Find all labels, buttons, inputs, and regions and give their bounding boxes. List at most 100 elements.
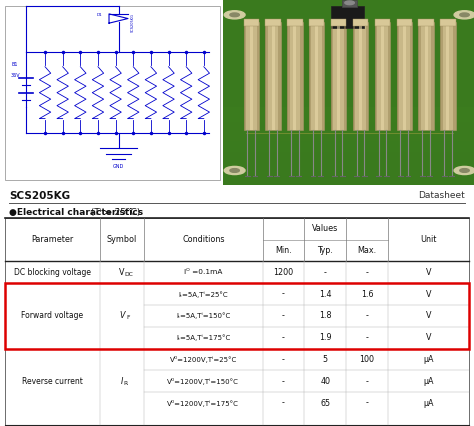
Circle shape [454,167,474,175]
Text: V: V [119,268,125,277]
Bar [381,22,384,130]
Bar [256,22,259,130]
Text: -: - [282,290,285,299]
Bar [353,18,368,26]
Bar [223,130,474,133]
Text: V: V [426,333,431,342]
Bar [425,22,428,130]
Text: SCS205KG: SCS205KG [131,13,135,32]
Bar [223,111,474,115]
Bar [223,122,474,126]
Bar [359,22,362,130]
Text: -: - [282,398,285,408]
Bar [223,133,474,137]
Text: -: - [365,268,368,277]
Bar [5,218,469,425]
Text: -: - [365,333,368,342]
Bar [331,22,333,130]
Circle shape [460,169,469,173]
Bar [331,6,364,28]
Bar [440,22,456,130]
Text: Values: Values [312,224,338,233]
Text: R: R [124,381,128,386]
Bar [431,22,434,130]
Text: Iₜ=5A,Tⁱ=150°C: Iₜ=5A,Tⁱ=150°C [176,312,230,320]
Bar [397,22,399,130]
Bar [265,18,281,26]
Bar [223,174,474,178]
Circle shape [454,11,474,19]
Bar [223,118,474,122]
Text: -: - [282,355,285,364]
Text: B1: B1 [12,62,18,67]
Text: Unit: Unit [420,235,437,244]
Bar [223,107,474,111]
Bar [331,22,346,130]
Bar [309,22,311,130]
Text: GND: GND [113,164,124,169]
Text: -: - [365,377,368,386]
Text: Conditions: Conditions [182,235,225,244]
Text: 40: 40 [320,377,330,386]
Bar [309,22,324,130]
Bar [440,18,456,26]
Bar [250,22,253,130]
Bar [223,159,474,163]
Text: Vᴼ=1200V,Tⁱ=175°C: Vᴼ=1200V,Tⁱ=175°C [167,400,239,406]
Circle shape [224,11,245,19]
Text: Min.: Min. [275,246,292,255]
Bar [397,22,412,130]
Bar [353,22,368,130]
Bar [223,141,474,144]
Text: 65: 65 [320,398,330,408]
Text: I: I [121,377,123,386]
Bar [375,18,390,26]
Bar [223,155,474,159]
Circle shape [460,13,469,17]
Bar [440,22,443,130]
Text: V: V [426,311,431,320]
Bar [223,167,474,170]
Bar [223,170,474,174]
Text: 36V: 36V [10,73,20,78]
Bar [244,22,259,130]
Circle shape [230,13,239,17]
Bar [265,22,281,130]
Bar [244,18,259,26]
Text: 100: 100 [360,355,374,364]
Bar [375,22,377,130]
Text: Datasheet: Datasheet [418,191,465,200]
Text: V: V [119,311,125,320]
Text: -: - [282,377,285,386]
Text: -: - [282,311,285,320]
Bar [342,0,357,7]
Bar [419,18,434,26]
Text: -: - [282,333,285,342]
Bar [447,22,449,130]
Bar [375,22,390,130]
Circle shape [224,167,245,175]
Text: 5: 5 [323,355,328,364]
Bar [287,18,302,26]
Text: Iₜ=5A,Tⁱ=25°C: Iₜ=5A,Tⁱ=25°C [179,291,228,298]
Bar [403,22,406,130]
Bar [410,22,412,130]
Bar [244,22,246,130]
Bar [287,22,290,130]
Bar [366,22,368,130]
Bar [293,22,296,130]
Bar [265,22,268,130]
Text: ●Electrical characteristics: ●Electrical characteristics [9,208,144,217]
Text: 1200: 1200 [273,268,293,277]
Bar [223,152,474,155]
Bar [223,115,474,118]
Text: Parameter: Parameter [31,235,73,244]
Bar [397,18,412,26]
Bar [353,22,355,130]
Bar [331,18,346,26]
Bar [272,22,274,130]
Text: Symbol: Symbol [107,235,137,244]
Text: -: - [365,311,368,320]
Bar [278,22,281,130]
Text: SCS205KG: SCS205KG [9,191,71,201]
